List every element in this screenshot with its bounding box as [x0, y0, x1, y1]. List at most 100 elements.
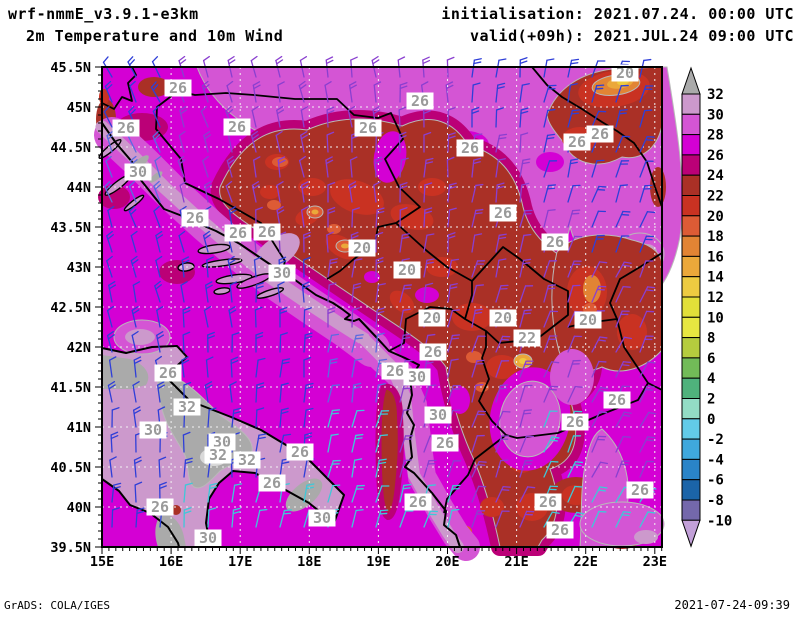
svg-text:26: 26	[228, 118, 246, 136]
contour-label: 30	[125, 163, 152, 181]
svg-text:26: 26	[551, 521, 569, 539]
colorbar-tick-label: -4	[707, 452, 724, 468]
contour-label: 26	[405, 493, 432, 511]
lon-tick-label: 22E	[574, 554, 598, 570]
lat-tick-label: 40N	[67, 500, 91, 516]
svg-text:26: 26	[386, 362, 404, 380]
contour-label: 20	[349, 239, 376, 257]
contour-label: 22	[514, 329, 541, 347]
svg-text:20: 20	[579, 311, 597, 329]
svg-text:20: 20	[353, 239, 371, 257]
valid-time-label: valid(+09h): 2021.JUL.24 09:00 UTC	[470, 27, 794, 45]
svg-text:26: 26	[169, 79, 187, 97]
initialisation-label: initialisation: 2021.07.24. 00:00 UTC	[441, 5, 794, 23]
render-timestamp: 2021-07-24-09:39	[674, 598, 790, 612]
svg-text:26: 26	[461, 139, 479, 157]
model-title: wrf-nmmE_v3.9.1-e3km	[8, 5, 199, 23]
lat-tick-label: 43N	[67, 260, 91, 276]
svg-text:26: 26	[359, 119, 377, 137]
contour-label: 26	[113, 119, 140, 137]
contour-label: 26	[542, 233, 569, 251]
colorbar-tick-label: 32	[707, 87, 724, 103]
lat-tick-label: 39.5N	[50, 540, 91, 556]
colorbar-tick-label: 24	[707, 168, 724, 184]
contour-label: 32	[234, 451, 261, 469]
colorbar-tick-label: 6	[707, 351, 715, 367]
contour-label: 20	[490, 309, 517, 327]
svg-text:26: 26	[291, 443, 309, 461]
map-canvas: 2626262626202626263026262620302626202632…	[102, 67, 662, 547]
contour-label: 30	[195, 529, 222, 547]
contour-label: 26	[165, 79, 192, 97]
contour-label: 26	[420, 343, 447, 361]
contour-label: 26	[147, 498, 174, 516]
contour-label: 30	[269, 264, 296, 282]
svg-text:30: 30	[129, 163, 147, 181]
weather-map-plot: wrf-nmmE_v3.9.1-e3km 2m Temperature and …	[0, 0, 800, 618]
contour-label: 32	[174, 398, 201, 416]
contour-label: 26	[432, 434, 459, 452]
contour-label: 26	[587, 125, 614, 143]
lon-tick-label: 18E	[297, 554, 321, 570]
lat-tick-label: 42.5N	[50, 300, 91, 316]
colorbar-tick-label: 28	[707, 128, 724, 144]
lat-tick-label: 41N	[67, 420, 91, 436]
contour-label: 26	[155, 364, 182, 382]
svg-text:20: 20	[423, 309, 441, 327]
svg-text:30: 30	[199, 529, 217, 547]
contour-label: 26	[547, 521, 574, 539]
colorbar-tick-label: 16	[707, 249, 724, 265]
lat-tick-label: 41.5N	[50, 380, 91, 396]
contour-label: 26	[562, 413, 589, 431]
colorbar-tick-label: 10	[707, 310, 724, 326]
colorbar-tick-label: 22	[707, 189, 724, 205]
colorbar-tick-label: 8	[707, 331, 715, 347]
contour-label: 26	[224, 118, 251, 136]
lon-tick-label: 15E	[90, 554, 114, 570]
lon-tick-label: 16E	[159, 554, 183, 570]
grads-credit: GrADS: COLA/IGES	[4, 599, 110, 612]
contour-label: 20	[419, 309, 446, 327]
contour-label: 26	[604, 391, 631, 409]
svg-text:26: 26	[117, 119, 135, 137]
lon-tick-label: 19E	[366, 554, 390, 570]
svg-text:32: 32	[238, 451, 256, 469]
svg-text:26: 26	[631, 481, 649, 499]
svg-text:30: 30	[408, 368, 426, 386]
contour-label: 26	[457, 139, 484, 157]
svg-text:26: 26	[591, 125, 609, 143]
colorbar-tick-label: 30	[707, 107, 724, 123]
lon-tick-label: 21E	[504, 554, 528, 570]
contour-label: 30	[309, 509, 336, 527]
svg-text:26: 26	[546, 233, 564, 251]
colorbar-tick-label: 20	[707, 209, 724, 225]
contour-label: 26	[225, 224, 252, 242]
svg-text:22: 22	[518, 329, 536, 347]
colorbar-tick-label: -8	[707, 493, 724, 509]
svg-text:26: 26	[568, 133, 586, 151]
contour-label: 30	[425, 406, 452, 424]
svg-text:26: 26	[436, 434, 454, 452]
contour-label: 26	[627, 481, 654, 499]
svg-text:26: 26	[258, 223, 276, 241]
svg-text:26: 26	[229, 224, 247, 242]
svg-text:30: 30	[313, 509, 331, 527]
lat-tick-label: 44N	[67, 180, 91, 196]
contour-label: 30	[404, 368, 431, 386]
colorbar-tick-label: 18	[707, 229, 724, 245]
contour-label: 32	[205, 446, 232, 464]
contour-label: 26	[287, 443, 314, 461]
svg-text:26: 26	[494, 204, 512, 222]
contour-label: 30	[140, 421, 167, 439]
lon-tick-label: 17E	[228, 554, 252, 570]
lat-tick-label: 45.5N	[50, 60, 91, 76]
colorbar-tick-label: -6	[707, 473, 724, 489]
colorbar-tick-label: -10	[707, 513, 732, 529]
colorbar-tick-label: 12	[707, 290, 724, 306]
contour-label: 26	[535, 493, 562, 511]
colorbar-tick-label: 0	[707, 412, 715, 428]
svg-text:26: 26	[539, 493, 557, 511]
contour-label: 26	[490, 204, 517, 222]
svg-text:30: 30	[144, 421, 162, 439]
svg-text:26: 26	[411, 92, 429, 110]
